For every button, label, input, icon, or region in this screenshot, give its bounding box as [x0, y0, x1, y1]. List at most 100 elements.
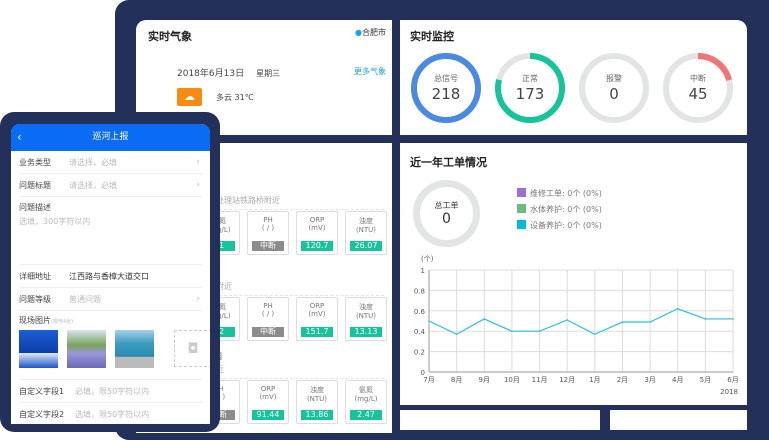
- x-tick-label: 7月: [423, 376, 434, 384]
- x-tick-label: 6月: [727, 376, 738, 384]
- reading-name: 浊度: [310, 386, 324, 394]
- weekday: 星期三: [256, 69, 281, 78]
- custom-field-1[interactable]: 自定义字段1 必填，限50字符以内: [19, 380, 202, 403]
- field-issue-title[interactable]: 问题标题 请选择，必填 ›: [19, 174, 202, 197]
- chevron-right-icon: ›: [196, 294, 200, 304]
- field-placeholder: 请选择，必填: [69, 181, 117, 190]
- legend-value: 0个 (0%): [567, 189, 602, 198]
- sensor-reading[interactable]: 氨氮 (mg/L) 2.47: [345, 380, 387, 424]
- x-tick-label: 11月: [532, 376, 548, 384]
- data-point: [621, 321, 624, 323]
- photos-hint: (限传4张): [51, 319, 74, 325]
- sensor-reading[interactable]: 浊度 (NTU) 26.07: [345, 211, 387, 255]
- y-tick-label: 0: [421, 369, 425, 377]
- ring-value: 45: [688, 85, 708, 103]
- ring-value: 0: [609, 85, 619, 103]
- chevron-right-icon: ›: [196, 180, 200, 190]
- back-icon[interactable]: ‹: [17, 130, 22, 144]
- reading-name: ORP: [309, 216, 325, 224]
- reading-unit: (mV): [259, 393, 277, 401]
- ring-label: 报警: [606, 74, 622, 83]
- monitor-title: 实时监控: [410, 30, 454, 43]
- photos-field: 现场图片(限传4张) ◘: [19, 311, 210, 380]
- y-tick-label: 0.6: [414, 308, 426, 316]
- field-label: 现场图片: [19, 316, 51, 325]
- sensor-reading[interactable]: ORP (mV) 151.7: [296, 297, 338, 341]
- orders-line-chart: (个) 0 0.2 0.4 0.6 0.8 1 7月 8月 9月 10月 11月 12月 1月 2月 3月 4月…: [414, 255, 739, 396]
- field-label: 问题标题: [19, 181, 51, 190]
- sensor-reading[interactable]: PH ( / ) 中断: [247, 211, 289, 255]
- x-tick-label: 2月: [617, 376, 628, 384]
- reading-unit: (mV): [308, 310, 326, 318]
- legend-item: 维修工单: 0个 (0%): [517, 188, 602, 199]
- legend-label: 水体养护:: [530, 205, 565, 214]
- sensor-location: 水处理站铁路桥附近: [208, 196, 280, 205]
- field-placeholder: 必填，限50字符以内: [75, 387, 150, 396]
- address-field[interactable]: 详细地址 江西路与香樟大道交口: [19, 265, 202, 288]
- status-ring[interactable]: 中断 45: [662, 52, 734, 124]
- reading-unit: (NTU): [355, 312, 377, 320]
- photo-thumbnail[interactable]: [115, 330, 154, 368]
- ring-fill: [663, 53, 733, 123]
- status-ring[interactable]: 总信号 218: [410, 52, 482, 124]
- data-point: [511, 330, 513, 332]
- reading-unit: (NTU): [306, 395, 328, 403]
- reading-name: ORP: [260, 385, 276, 393]
- total-orders-label: 总工单: [434, 201, 459, 210]
- ring-fill: [411, 53, 481, 123]
- issue-level-field[interactable]: 问题等级 普通问题 ›: [19, 288, 202, 311]
- total-orders-value: 0: [442, 211, 451, 227]
- reading-name: 浊度: [359, 303, 373, 311]
- monitor-card: 实时监控 总信号 218 正常 173 报警 0 中断 45: [400, 20, 747, 135]
- ring-fill: [495, 53, 565, 123]
- field-placeholder: 普通问题: [69, 295, 101, 304]
- sensor-reading[interactable]: PH ( / ) 中断: [247, 297, 289, 341]
- reading-name: 氨氮: [359, 386, 373, 394]
- photo-thumbnail[interactable]: [67, 330, 106, 368]
- field-label: 问题描述: [19, 203, 51, 212]
- legend-item: 水体养护: 0个 (0%): [517, 204, 602, 215]
- data-point: [428, 320, 430, 322]
- x-tick-label: 10月: [504, 376, 520, 384]
- x-tick-label: 12月: [559, 376, 575, 384]
- ring-label: 正常: [522, 74, 538, 83]
- data-point: [704, 318, 707, 320]
- status-ring[interactable]: 报警 0: [578, 52, 650, 124]
- series-line: [428, 308, 733, 335]
- legend-swatch: [517, 188, 526, 197]
- chevron-right-icon: ›: [196, 157, 200, 167]
- ring-value: 218: [431, 85, 461, 103]
- reading-unit: (NTU): [355, 226, 377, 234]
- status-ring[interactable]: 正常 173: [494, 52, 566, 124]
- reading-value: 13.13: [350, 327, 382, 337]
- orders-title: 近一年工单情况: [410, 156, 487, 169]
- phone-mockup: ‹ 巡河上报 业务类型 请选择，必填 › 问题标题 请选择，必填 › 问题描述 选填，300…: [0, 112, 220, 432]
- sensor-reading[interactable]: ORP (mV) 120.7: [296, 211, 338, 255]
- weather-condition: 多云: [216, 93, 232, 102]
- ring-label: 中断: [690, 74, 706, 83]
- field-business-type[interactable]: 业务类型 请选择，必填 ›: [19, 151, 202, 174]
- data-point: [732, 318, 734, 320]
- issue-description-field[interactable]: 问题描述 选填，300字符以内: [19, 197, 202, 265]
- reading-name: ORP: [309, 302, 325, 310]
- more-weather-link[interactable]: 更多气象: [354, 67, 386, 76]
- custom-field-2[interactable]: 自定义字段2 选填，限50字符以内: [19, 403, 202, 424]
- phone-header: ‹ 巡河上报: [11, 124, 210, 151]
- phone-title: 巡河上报: [92, 132, 129, 142]
- weather-title: 实时气象: [148, 30, 192, 43]
- data-point: [455, 333, 458, 336]
- legend-item: 设备养护: 0个 (0%): [517, 220, 602, 231]
- field-label: 详细地址: [19, 272, 51, 281]
- sensor-reading[interactable]: 浊度 (NTU) 13.86: [296, 380, 338, 424]
- photo-thumbnail[interactable]: [19, 330, 58, 368]
- sensor-reading[interactable]: 浊度 (NTU) 13.13: [345, 297, 387, 341]
- sensor-location: 桥附近: [208, 282, 232, 291]
- add-photo-camera-icon[interactable]: ◘: [174, 330, 210, 367]
- sensor-reading[interactable]: ORP (mV) 91.44: [247, 380, 289, 424]
- field-label: 问题等级: [19, 295, 51, 304]
- legend-label: 维修工单:: [530, 189, 565, 198]
- city-selector[interactable]: ●合肥市: [355, 27, 386, 38]
- y-tick-label: 0.8: [414, 287, 425, 295]
- field-label: 自定义字段2: [19, 410, 65, 419]
- orders-card: 近一年工单情况 总工单 0 维修工单: 0个 (0%) 水体养护: 0个 (0%)…: [400, 143, 747, 405]
